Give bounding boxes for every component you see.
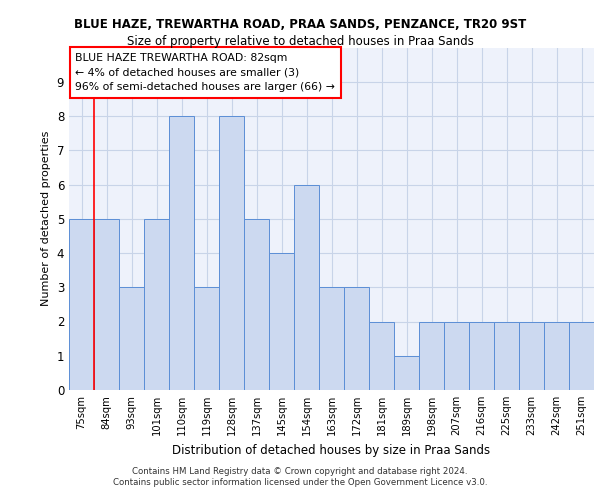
Text: BLUE HAZE, TREWARTHA ROAD, PRAA SANDS, PENZANCE, TR20 9ST: BLUE HAZE, TREWARTHA ROAD, PRAA SANDS, P… — [74, 18, 526, 30]
Bar — [369, 322, 394, 390]
Bar — [119, 287, 144, 390]
Bar — [269, 253, 294, 390]
Bar — [219, 116, 244, 390]
Text: Contains HM Land Registry data © Crown copyright and database right 2024.: Contains HM Land Registry data © Crown c… — [132, 467, 468, 476]
Bar — [419, 322, 444, 390]
Bar — [344, 287, 369, 390]
Bar — [294, 184, 319, 390]
Bar — [169, 116, 194, 390]
Text: Size of property relative to detached houses in Praa Sands: Size of property relative to detached ho… — [127, 35, 473, 48]
Bar — [519, 322, 544, 390]
Y-axis label: Number of detached properties: Number of detached properties — [41, 131, 51, 306]
Bar — [319, 287, 344, 390]
Bar — [194, 287, 219, 390]
Bar — [244, 219, 269, 390]
X-axis label: Distribution of detached houses by size in Praa Sands: Distribution of detached houses by size … — [172, 444, 491, 456]
Bar — [444, 322, 469, 390]
Text: Contains public sector information licensed under the Open Government Licence v3: Contains public sector information licen… — [113, 478, 487, 487]
Bar — [69, 219, 94, 390]
Bar — [144, 219, 169, 390]
Bar — [94, 219, 119, 390]
Bar — [394, 356, 419, 390]
Bar — [544, 322, 569, 390]
Bar — [569, 322, 594, 390]
Bar — [469, 322, 494, 390]
Text: BLUE HAZE TREWARTHA ROAD: 82sqm
← 4% of detached houses are smaller (3)
96% of s: BLUE HAZE TREWARTHA ROAD: 82sqm ← 4% of … — [76, 52, 335, 92]
Bar — [494, 322, 519, 390]
